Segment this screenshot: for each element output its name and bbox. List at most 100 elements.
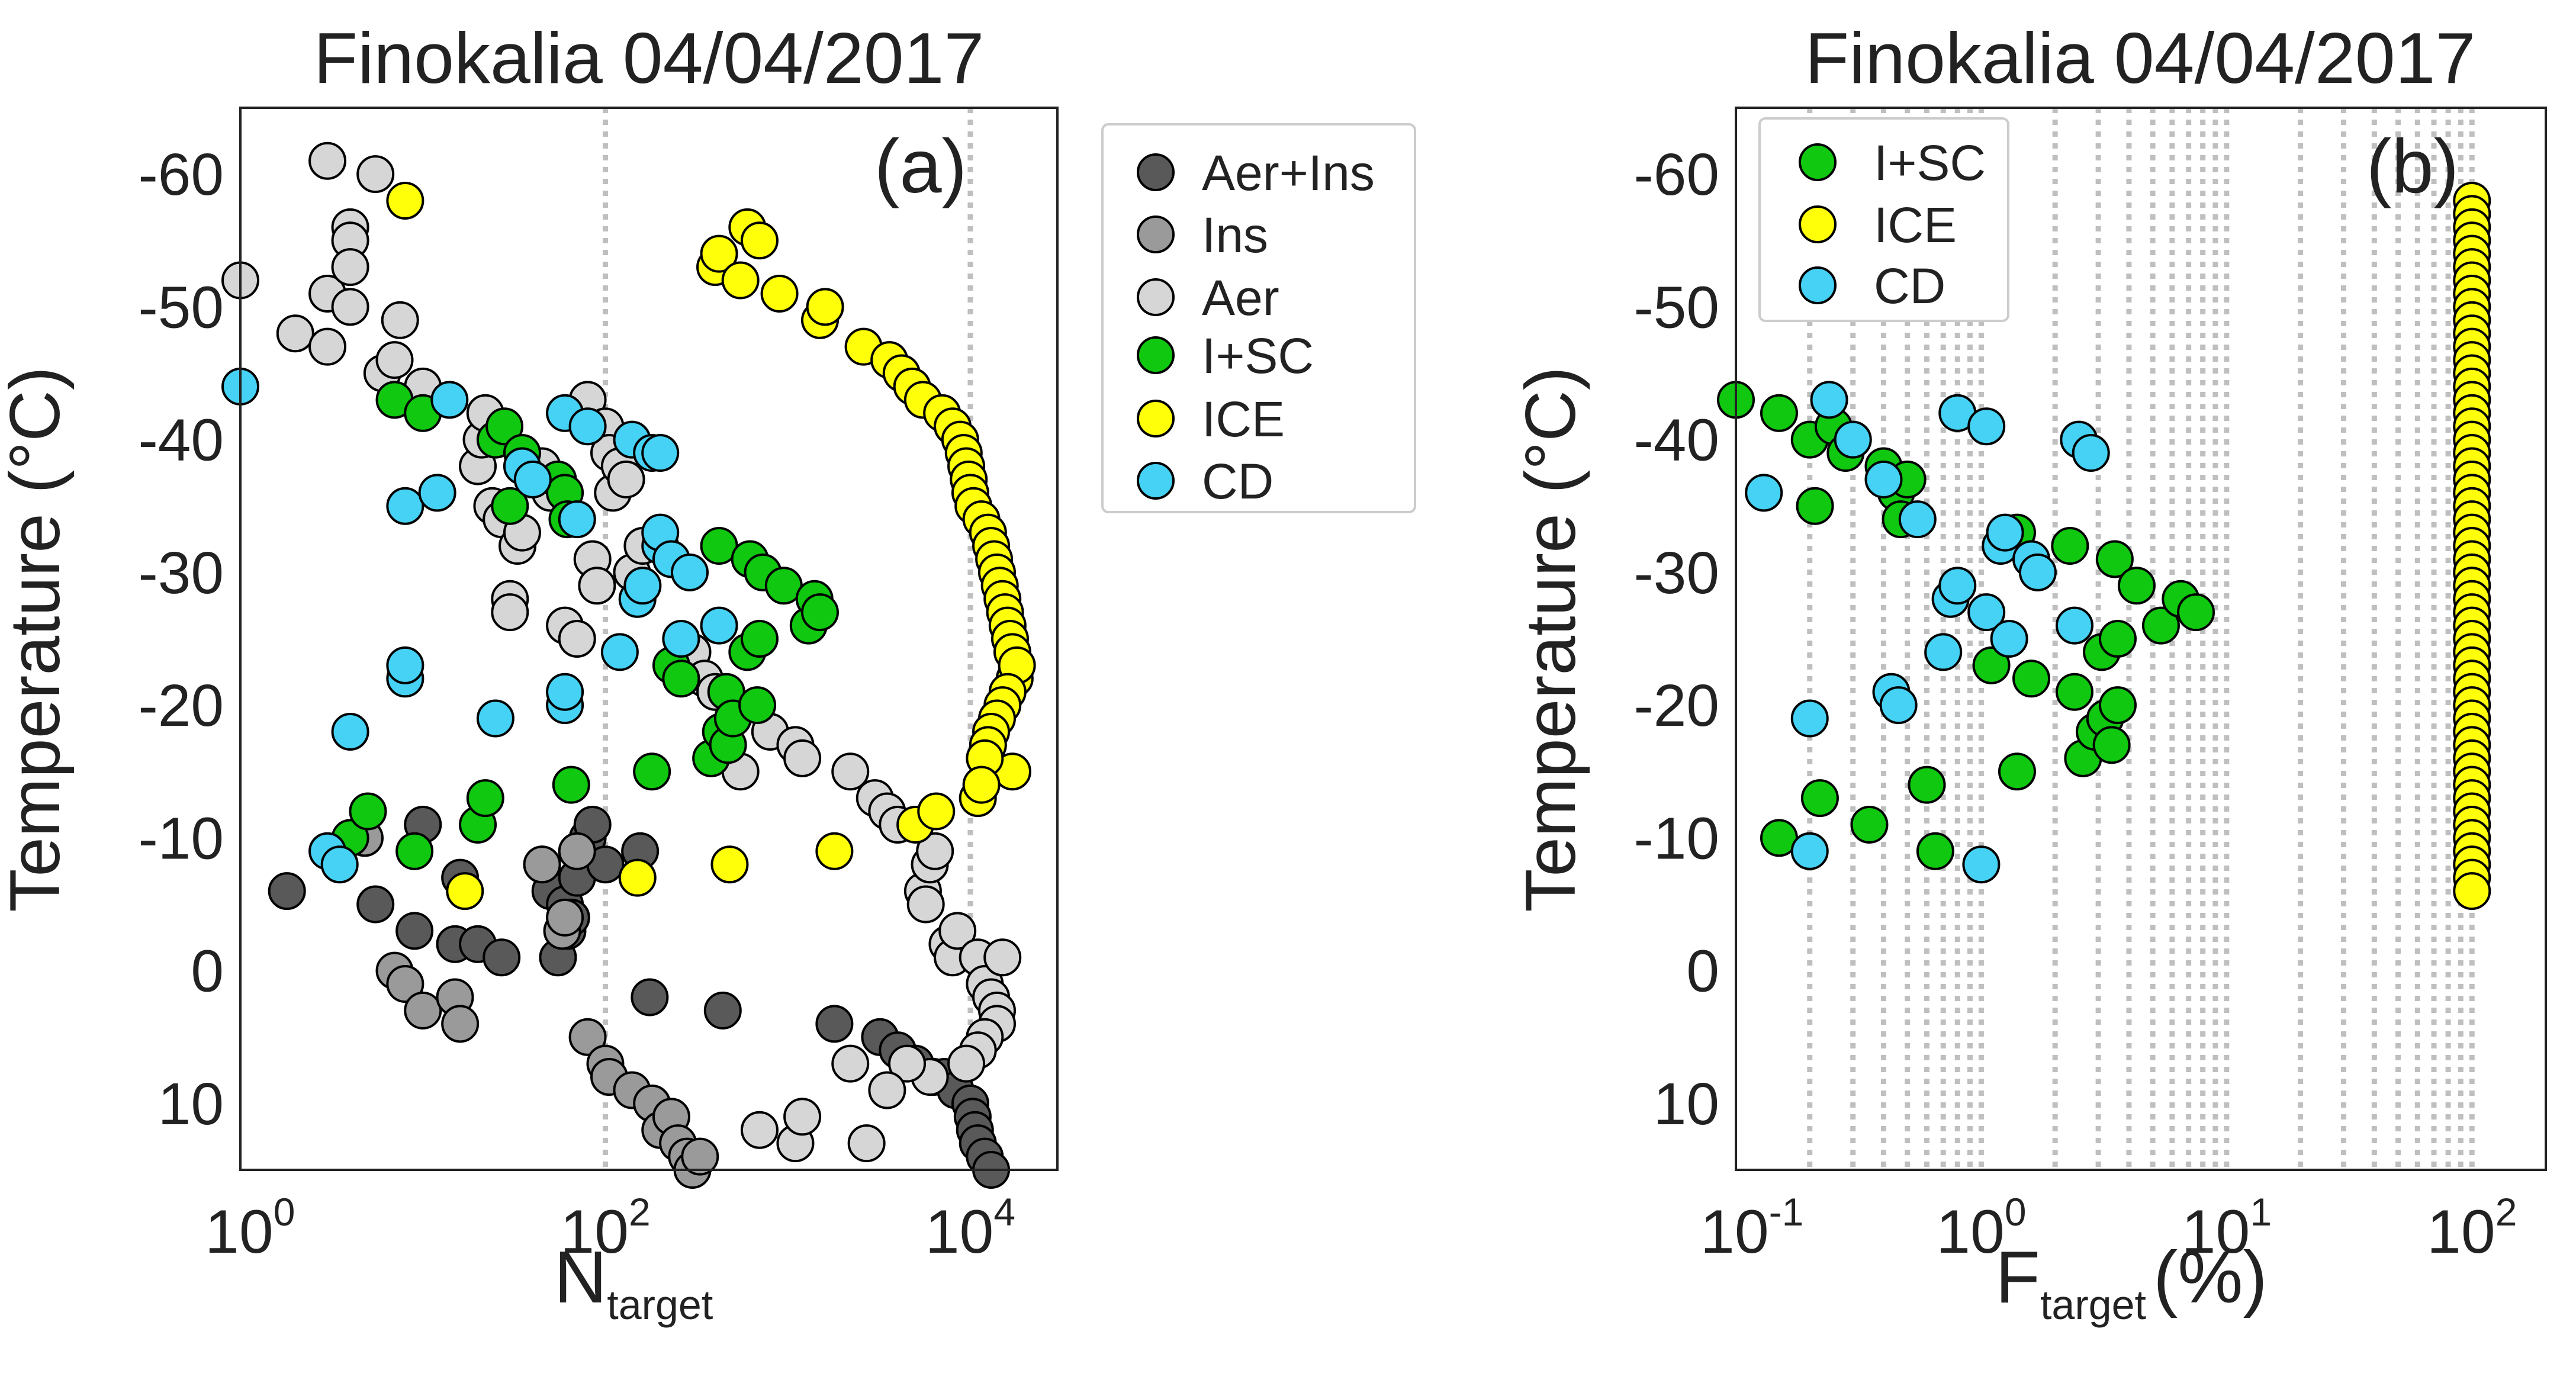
panel-b-point-i-sc <box>1800 779 1839 818</box>
panel-a-point-aer <box>831 752 870 791</box>
legend-b-marker-cd <box>1799 266 1837 304</box>
legend-item-ice: ICE <box>1137 391 1285 447</box>
panel-b-x-tick-label: 100 <box>1936 1190 2026 1266</box>
panel-a-point-cd <box>386 487 424 525</box>
panel-a-point-ice <box>618 858 657 897</box>
panel-a-point-aer-ins <box>356 885 395 924</box>
panel-b-x-tick-label: 102 <box>2427 1190 2517 1266</box>
panel-a-point-i-sc <box>552 765 590 804</box>
panel-b-x-axis-unit: (%) <box>2153 1237 2268 1318</box>
panel-b-point-cd <box>2072 434 2110 472</box>
panel-a-frame <box>239 107 1059 1171</box>
panel-a-y-ticks: -60 -50 -40 -30 -20 -10 0 10 <box>138 141 224 1137</box>
panel-a-point-aer-ins <box>815 1005 854 1043</box>
panel-a-point-cd <box>568 407 607 446</box>
panel-b-x-axis-label: Ftarget(%) <box>1995 1237 2268 1328</box>
panel-b-point-i-sc <box>1998 752 2036 791</box>
panel-b-point-i-sc <box>1972 646 2011 684</box>
panel-a-point-aer <box>888 1044 927 1083</box>
panel-b-point-i-sc <box>2051 527 2089 565</box>
panel-b-point-cd <box>1938 567 1977 605</box>
panel-b-point-i-sc <box>2095 540 2134 578</box>
panel-b-point-i-sc <box>2012 660 2051 698</box>
panel-a-point-aer <box>916 832 954 870</box>
panel-a-point-ice <box>806 288 844 326</box>
panel-a-point-ice <box>815 832 854 870</box>
panel-a-y-axis-label: Temperature (°C) <box>0 366 75 912</box>
panel-a-legend: Aer+Ins Ins Aer I+SC ICE CD <box>1101 123 1416 513</box>
panel-b-x-ticks: 10-1 100 101 102 <box>1700 1190 2517 1266</box>
panel-a-x-ticks: 100 102 104 <box>205 1190 1015 1266</box>
panel-a-point-aer-ins <box>703 991 742 1030</box>
panel-a-point-aer <box>331 248 369 287</box>
panel-a-point-ins <box>558 832 596 870</box>
panel-a-y-tick-label: -30 <box>138 540 224 606</box>
legend-b-item-ice: ICE <box>1799 197 1957 253</box>
panel-a-point-ins <box>546 898 584 937</box>
panel-a-point-ice <box>917 792 956 831</box>
panel-a-point-i-sc <box>740 620 779 658</box>
legend-b-label-i-sc: I+SC <box>1874 135 1986 191</box>
panel-b-point-cd <box>1834 420 1872 459</box>
panel-a-point-ice <box>962 765 1001 804</box>
panel-b-point-cd <box>1790 832 1829 870</box>
panel-a-point-aer <box>607 460 645 498</box>
legend-b-label-ice: ICE <box>1874 197 1957 253</box>
panel-b-point-i-sc <box>2055 673 2093 711</box>
panel-a-point-ins <box>441 1005 480 1043</box>
panel-b-y-tick-label: -50 <box>1633 274 1719 340</box>
panel-b-point-cd <box>2055 606 2093 645</box>
panel-a-point-i-sc <box>800 593 839 632</box>
panel-a-x-tick-label: 102 <box>560 1190 650 1266</box>
panel-a-point-aer <box>831 1044 870 1083</box>
legend-b-item-i-sc: I+SC <box>1799 135 1986 191</box>
panel-b-y-tick-label: -30 <box>1633 540 1719 606</box>
panel-a-point-aer <box>491 593 529 632</box>
panel-a-point-ins <box>404 991 442 1030</box>
panel-a-point-aer <box>558 620 596 658</box>
panel-a-point-aer <box>947 1044 986 1083</box>
panel-a-point-aer <box>375 341 414 379</box>
panel-a-y-tick-label: -60 <box>138 141 224 208</box>
panel-a-point-cd <box>670 553 709 591</box>
panel-b-point-cd <box>1864 460 1903 498</box>
panel-a-point-i-sc <box>491 487 529 525</box>
panel-b-label: (b) <box>2366 124 2459 209</box>
panel-a-y-tick-label: -20 <box>138 673 224 739</box>
panel-a-y-tick-label: -10 <box>138 805 224 871</box>
panel-b-points <box>1717 181 2491 911</box>
panel-b-point-i-sc <box>1850 805 1889 844</box>
panel-a-point-cd <box>331 712 369 751</box>
panel-b-x-tick-label: 10-1 <box>1700 1190 1803 1266</box>
panel-b-point-cd <box>1790 699 1829 738</box>
panel-a-point-aer-ins <box>395 912 434 950</box>
legend-marker-aer-ins <box>1137 153 1175 191</box>
panel-a-point-i-sc <box>395 832 434 870</box>
panel-b-point-cd <box>1967 407 2006 446</box>
panel-a-point-aer <box>578 567 616 605</box>
legend-marker-i-sc <box>1137 336 1175 374</box>
panel-a-point-ice <box>721 261 760 300</box>
legend-b-marker-i-sc <box>1799 143 1837 181</box>
panel-a-y-tick-label: 0 <box>191 938 224 1005</box>
panel-b-y-tick-label: -60 <box>1633 141 1719 208</box>
panel-a-point-aer <box>381 301 419 339</box>
panel-a-y-tick-label: -50 <box>138 274 224 340</box>
legend-item-i-sc: I+SC <box>1137 328 1314 384</box>
panel-b-title: Finokalia 04/04/2017 <box>1805 18 2476 98</box>
panel-b-point-cd <box>1986 513 2024 552</box>
panel-a-point-aer-ins <box>268 872 306 911</box>
panel-a-point-ins <box>386 965 424 1003</box>
panel-a-point-cd <box>662 620 700 658</box>
panel-b-point-cd <box>1879 686 1918 725</box>
panel-a-point-ice <box>446 872 484 911</box>
panel-b-y-ticks: -60 -50 -40 -30 -20 -10 0 10 <box>1633 141 1719 1137</box>
panel-a-point-aer <box>276 314 314 353</box>
panel-a-point-cd <box>558 500 596 539</box>
panel-a-point-aer <box>938 912 977 950</box>
panel-a-point-cd <box>600 633 639 671</box>
panel-b-point-i-sc <box>1916 832 1954 870</box>
legend-b-marker-ice <box>1799 205 1837 243</box>
panel-a-point-i-sc <box>633 752 671 791</box>
panel-a-y-tick-label: 10 <box>158 1071 224 1137</box>
